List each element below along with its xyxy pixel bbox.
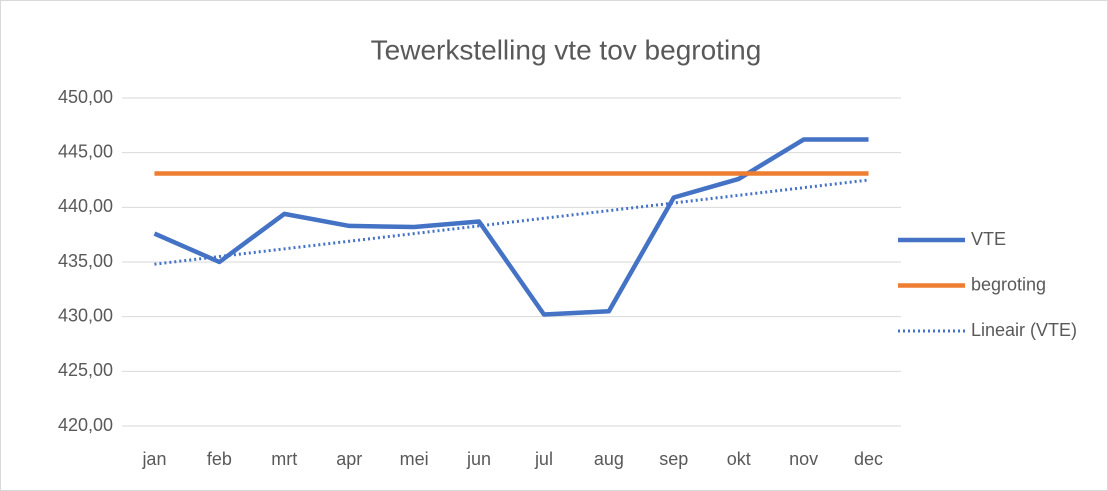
y-tick-label: 430,00 (58, 305, 113, 325)
x-tick-label: jan (141, 449, 166, 469)
legend-label: begroting (971, 274, 1046, 294)
y-tick-label: 450,00 (58, 87, 113, 107)
y-tick-label: 435,00 (58, 251, 113, 271)
y-tick-label: 420,00 (58, 415, 113, 435)
x-tick-label: jul (534, 449, 553, 469)
x-tick-label: mrt (271, 449, 297, 469)
y-tick-label: 440,00 (58, 196, 113, 216)
x-tick-label: aug (594, 449, 624, 469)
x-tick-label: apr (336, 449, 362, 469)
x-tick-label: jun (466, 449, 491, 469)
x-tick-label: feb (207, 449, 232, 469)
x-tick-label: okt (727, 449, 751, 469)
legend-label: Lineair (VTE) (971, 320, 1077, 340)
x-tick-label: nov (789, 449, 818, 469)
y-tick-label: 425,00 (58, 360, 113, 380)
x-tick-label: sep (659, 449, 688, 469)
chart-title: Tewerkstelling vte tov begroting (371, 34, 762, 65)
x-tick-label: mei (400, 449, 429, 469)
x-tick-label: dec (854, 449, 883, 469)
legend-label: VTE (971, 229, 1006, 249)
y-tick-label: 445,00 (58, 141, 113, 161)
